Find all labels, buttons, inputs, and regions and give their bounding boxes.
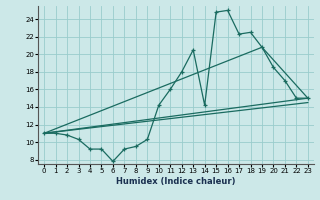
X-axis label: Humidex (Indice chaleur): Humidex (Indice chaleur) [116, 177, 236, 186]
